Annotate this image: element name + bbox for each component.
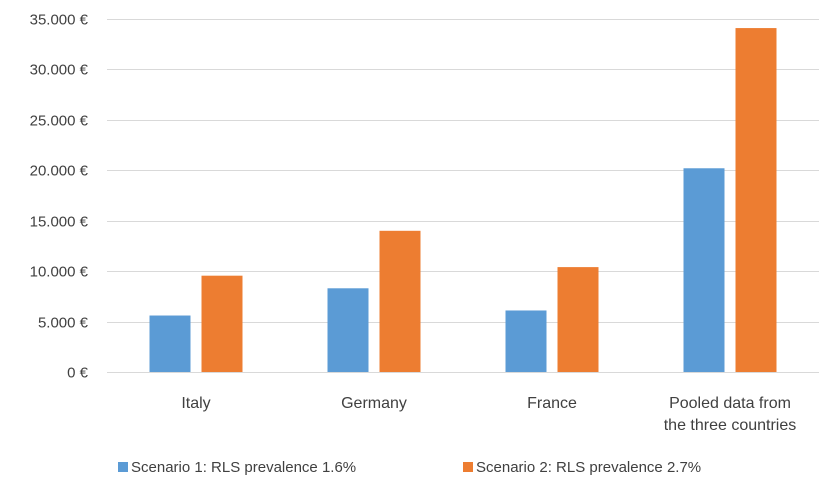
bar-series1-2 — [505, 310, 547, 372]
y-tick-label: 10.000 € — [30, 264, 89, 281]
bar-series2-0 — [201, 275, 243, 372]
y-tick-label: 30.000 € — [30, 62, 89, 79]
y-tick-label: 15.000 € — [30, 214, 89, 231]
bar-series1-0 — [149, 315, 191, 372]
bars — [149, 28, 777, 372]
y-tick-label: 20.000 € — [30, 163, 89, 180]
legend: Scenario 1: RLS prevalence 1.6% Scenario … — [118, 459, 701, 476]
bar-series1-1 — [327, 288, 369, 372]
x-tick-label: France — [527, 395, 577, 412]
x-tick-label: Pooled data from — [669, 395, 791, 412]
legend-swatch-series2 — [463, 462, 473, 472]
x-axis: Italy Germany France Pooled data from the th… — [107, 372, 819, 434]
gridlines — [107, 19, 819, 323]
bar-series1-3 — [683, 168, 725, 372]
legend-label-series1: Scenario 1: RLS prevalence 1.6% — [131, 459, 356, 476]
x-tick-label: Italy — [181, 395, 210, 412]
y-tick-label: 35.000 € — [30, 12, 89, 29]
legend-swatch-series1 — [118, 462, 128, 472]
y-tick-label: 5.000 € — [38, 315, 89, 332]
legend-label-series2: Scenario 2: RLS prevalence 2.7% — [476, 459, 701, 476]
bar-series2-3 — [735, 28, 777, 372]
bar-series2-2 — [557, 267, 599, 372]
y-axis: 0 € 5.000 € 10.000 € 15.000 € 20.000 € 25.000… — [30, 12, 89, 382]
y-tick-label: 0 € — [67, 365, 89, 382]
x-tick-label: Germany — [341, 395, 407, 412]
y-tick-label: 25.000 € — [30, 113, 89, 130]
x-tick-label: the three countries — [664, 417, 797, 434]
bar-series2-1 — [379, 230, 421, 372]
